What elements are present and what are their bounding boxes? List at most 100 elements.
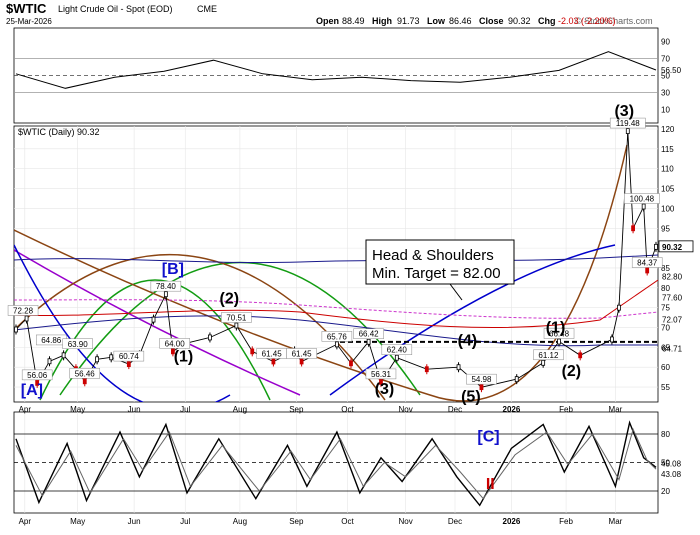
price-label: 100.48 [624,193,660,204]
price-label-box [69,368,101,379]
price-x-tick-label: Dec [448,405,462,414]
price-candle [541,359,546,366]
price-tick-label: 55 [661,383,670,392]
close-price-box [658,240,694,253]
cycle-arc-purple [14,249,301,396]
price-label-text: 60.74 [119,352,140,361]
stochastic-x-tick-label: Feb [559,517,573,526]
price-candle [334,341,339,348]
price-candle [631,225,635,232]
price-label: 66.48 [543,328,575,339]
price-candle [366,338,371,345]
price-label: 66.42 [353,328,384,339]
watermark: © StockCharts.com [575,16,653,26]
price-label-box [353,328,384,339]
price-label-text: 61.45 [292,349,313,358]
price-label: 56.31 [365,368,397,380]
wave-label: [C] [477,429,499,446]
price-label-text: 70.51 [226,314,247,323]
stochastic-x-tick-label: Dec [448,517,462,526]
price-candle [47,358,52,365]
rsi-tick-label: 30 [661,89,670,98]
annotation-box [365,239,515,285]
price-panel [13,125,659,403]
price-label-box [113,350,145,362]
moving-average-magenta [14,299,658,319]
wave-label: II [486,476,495,493]
price-candle [479,384,484,391]
wave-label: [A] [21,382,43,399]
price-label-text: 54.98 [471,375,492,384]
price-label: 61.45 [286,348,317,359]
price-label-text: 66.42 [359,330,380,339]
bollinger-lower [14,315,658,347]
price-label: 72.28 [7,305,39,316]
price-candle [299,358,304,365]
price-label-text: 119.48 [616,119,640,128]
price-candle [394,354,399,361]
price-label: 119.48 [609,117,646,129]
price-x-tick-label: Apr [19,405,32,414]
wave-label: (2) [562,363,582,380]
price-label-box [365,368,397,380]
price-x-tick-label: Sep [289,405,304,414]
price-label-text: 62.40 [387,346,408,355]
price-label: 84.37 [631,257,663,268]
price-label-text: 72.28 [13,306,34,315]
low-label: Low [427,16,446,26]
ohlc-readout: Open 88.49 High 91.73 Low 86.46 Close 90… [316,16,616,26]
price-x-tick-label: Jun [128,405,141,414]
price-label: 56.06 [21,369,53,381]
stochastic-x-tick-label: Oct [341,517,354,526]
stochastic-x-tick-label: May [70,517,85,526]
price-candle [654,243,658,250]
close-value: 90.32 [508,16,531,26]
price-candle [641,203,646,210]
price-layer: $WTIC (Daily) 90.32 72.28 56.06 64.86 63.90 5… [7,103,694,405]
price-label: 78.40 [150,280,182,292]
wave-label: (3) [614,103,634,120]
price-candle [24,315,29,322]
price-x-tick-label: Jul [180,405,190,414]
rsi-tick-label: 50 [661,72,670,81]
price-label: 64.86 [36,334,67,346]
cycle-arc-blue-1 [14,244,231,402]
price-label-box [159,338,190,349]
cycle-arc-blue-2 [329,244,616,396]
price-candle [61,352,66,359]
right-axis-price-label: 90.32 [662,243,683,252]
price-label-text: 64.00 [165,339,186,348]
price-candle [82,378,87,385]
rsi-tick-label: 90 [661,38,670,47]
price-label-text: 56.46 [75,369,96,378]
symbol-title: $WTIC [6,1,47,16]
stochastic-tick-label: 20 [661,487,670,496]
price-candle [271,358,276,365]
exchange-label: CME [197,4,217,14]
stochastic-x-tick-label: Mar [609,517,623,526]
price-label-box [62,338,93,349]
wave-label: [B] [162,261,184,278]
wave-label: (3) [375,381,395,398]
price-candle [14,326,18,333]
price-candle [617,304,621,311]
price-label-box [466,373,497,385]
price-tick-label: 60 [661,363,670,372]
wave-label: (1) [546,319,566,336]
price-candle [163,291,168,298]
price-tick-label: 70 [661,324,670,333]
stochastic-x-tick-label: Sep [289,517,304,526]
price-label-text: 56.31 [371,370,392,379]
price-tick-label: 65 [661,343,670,352]
stochastic-x-tick-label: Jul [180,517,190,526]
stochastic-k-line [15,420,657,507]
price-label-box [21,369,53,381]
price-label-box [543,328,575,339]
rsi-last-value: 56.50 [661,66,682,75]
stochastic-x-tick-label: Jun [128,517,141,526]
annotation-line-2: Min. Target = 82.00 [372,265,501,282]
annotation-line-1: Head & Shoulders [372,247,494,264]
right-axis-price-label: 82.80 [662,273,683,282]
